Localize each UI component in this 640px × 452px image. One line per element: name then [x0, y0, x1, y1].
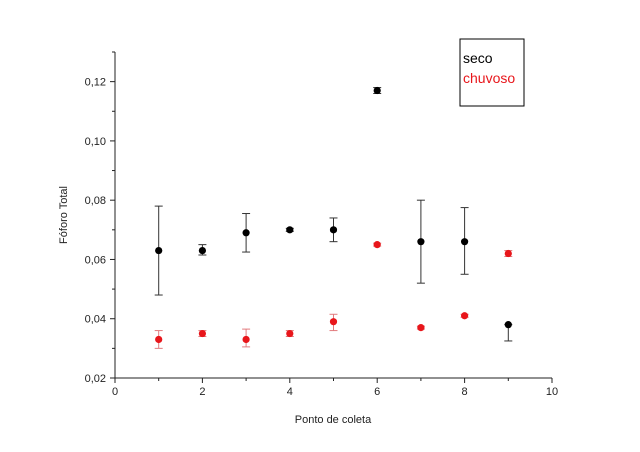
data-point-seco [373, 86, 381, 95]
y-axis-title: Fóforo Total [58, 186, 70, 244]
x-tick-label: 4 [287, 386, 293, 398]
data-point-chuvoso [417, 324, 425, 332]
y-tick-label: 0,08 [85, 195, 106, 207]
data-point-chuvoso [504, 249, 512, 258]
error-bars [154, 87, 513, 349]
legend-box [459, 38, 525, 107]
y-tick-label: 0,02 [85, 373, 106, 385]
legend-label-seco: seco [463, 50, 493, 66]
data-point-chuvoso [373, 241, 381, 249]
data-point-seco [242, 229, 250, 237]
data-point-seco [198, 246, 206, 255]
ticks: 0 2 4 6 8 10 0,02 0,04 0,06 0,08 0,10 0,12 [85, 51, 558, 398]
data-point-chuvoso [242, 335, 250, 344]
y-tick-label: 0,04 [85, 314, 106, 326]
data-point-chuvoso [198, 329, 206, 338]
data-point-seco [504, 321, 512, 329]
y-tick-label: 0,06 [85, 254, 106, 266]
x-tick-label: 6 [374, 386, 380, 398]
data-point-chuvoso [461, 312, 469, 320]
data-point-seco [417, 238, 425, 246]
data-point-chuvoso [155, 335, 163, 344]
y-tick-label: 0,10 [85, 136, 106, 148]
data-point-seco [286, 226, 294, 234]
x-tick-label: 10 [546, 386, 558, 398]
data-points [155, 86, 512, 344]
data-point-chuvoso [329, 318, 338, 326]
x-axis-title: Ponto de coleta [295, 414, 372, 426]
legend-label-chuvoso: chuvoso [463, 70, 515, 86]
x-tick-label: 2 [199, 386, 205, 398]
data-point-chuvoso [286, 329, 294, 338]
y-tick-label: 0,12 [85, 77, 106, 89]
data-point-seco [155, 246, 163, 255]
data-point-seco [461, 238, 469, 246]
data-point-seco [329, 226, 338, 234]
x-tick-label: 0 [112, 386, 118, 398]
legend: seco chuvoso [459, 38, 525, 107]
x-tick-label: 8 [462, 386, 468, 398]
